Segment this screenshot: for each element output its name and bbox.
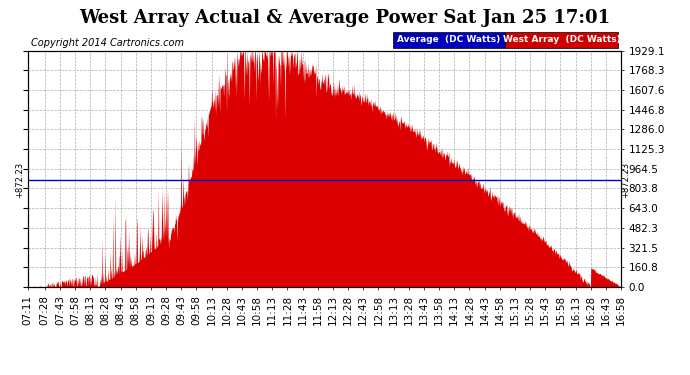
Bar (393, 32, 505, 48)
Text: West Array Actual & Average Power Sat Jan 25 17:01: West Array Actual & Average Power Sat Ja… (79, 9, 611, 27)
Text: Average  (DC Watts): Average (DC Watts) (397, 36, 500, 45)
Bar (505, 32, 618, 48)
Text: Copyright 2014 Cartronics.com: Copyright 2014 Cartronics.com (30, 38, 184, 48)
Text: West Array  (DC Watts): West Array (DC Watts) (503, 36, 620, 45)
Text: +872.23: +872.23 (621, 162, 630, 198)
Text: +872.23: +872.23 (16, 162, 25, 198)
